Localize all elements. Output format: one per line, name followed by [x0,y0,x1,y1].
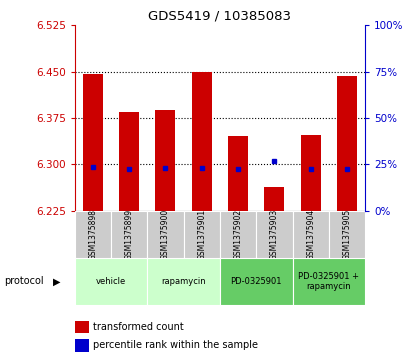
Bar [192,72,212,211]
Text: PD-0325901: PD-0325901 [230,277,282,286]
Text: GSM1375899: GSM1375899 [124,209,134,260]
Bar [156,110,176,211]
Bar [256,211,293,258]
Bar [83,74,103,211]
Text: GSM1375898: GSM1375898 [88,209,98,260]
Bar [228,136,248,211]
Text: GSM1375904: GSM1375904 [306,208,315,260]
Bar [147,258,220,305]
Text: rapamycin: rapamycin [161,277,206,286]
Bar [329,211,365,258]
Bar [293,258,365,305]
Text: transformed count: transformed count [93,322,184,332]
Text: GSM1375901: GSM1375901 [197,209,206,260]
Text: percentile rank within the sample: percentile rank within the sample [93,340,259,350]
Text: ▶: ▶ [53,276,60,286]
Text: vehicle: vehicle [96,277,126,286]
Title: GDS5419 / 10385083: GDS5419 / 10385083 [149,10,291,23]
Text: GSM1375900: GSM1375900 [161,208,170,260]
Bar [220,211,256,258]
Bar [301,135,321,211]
Bar [119,112,139,211]
Bar [293,211,329,258]
Text: GSM1375902: GSM1375902 [234,209,243,260]
Bar [75,258,147,305]
Bar [264,187,284,211]
Bar [111,211,147,258]
Text: protocol: protocol [4,276,44,286]
Bar [75,211,111,258]
Bar [75,321,89,333]
Bar [220,258,293,305]
Text: GSM1375903: GSM1375903 [270,208,279,260]
Bar [337,76,357,211]
Text: GSM1375905: GSM1375905 [342,208,352,260]
Bar [75,339,89,351]
Bar [147,211,183,258]
Text: PD-0325901 +
rapamycin: PD-0325901 + rapamycin [298,272,359,291]
Bar [183,211,220,258]
